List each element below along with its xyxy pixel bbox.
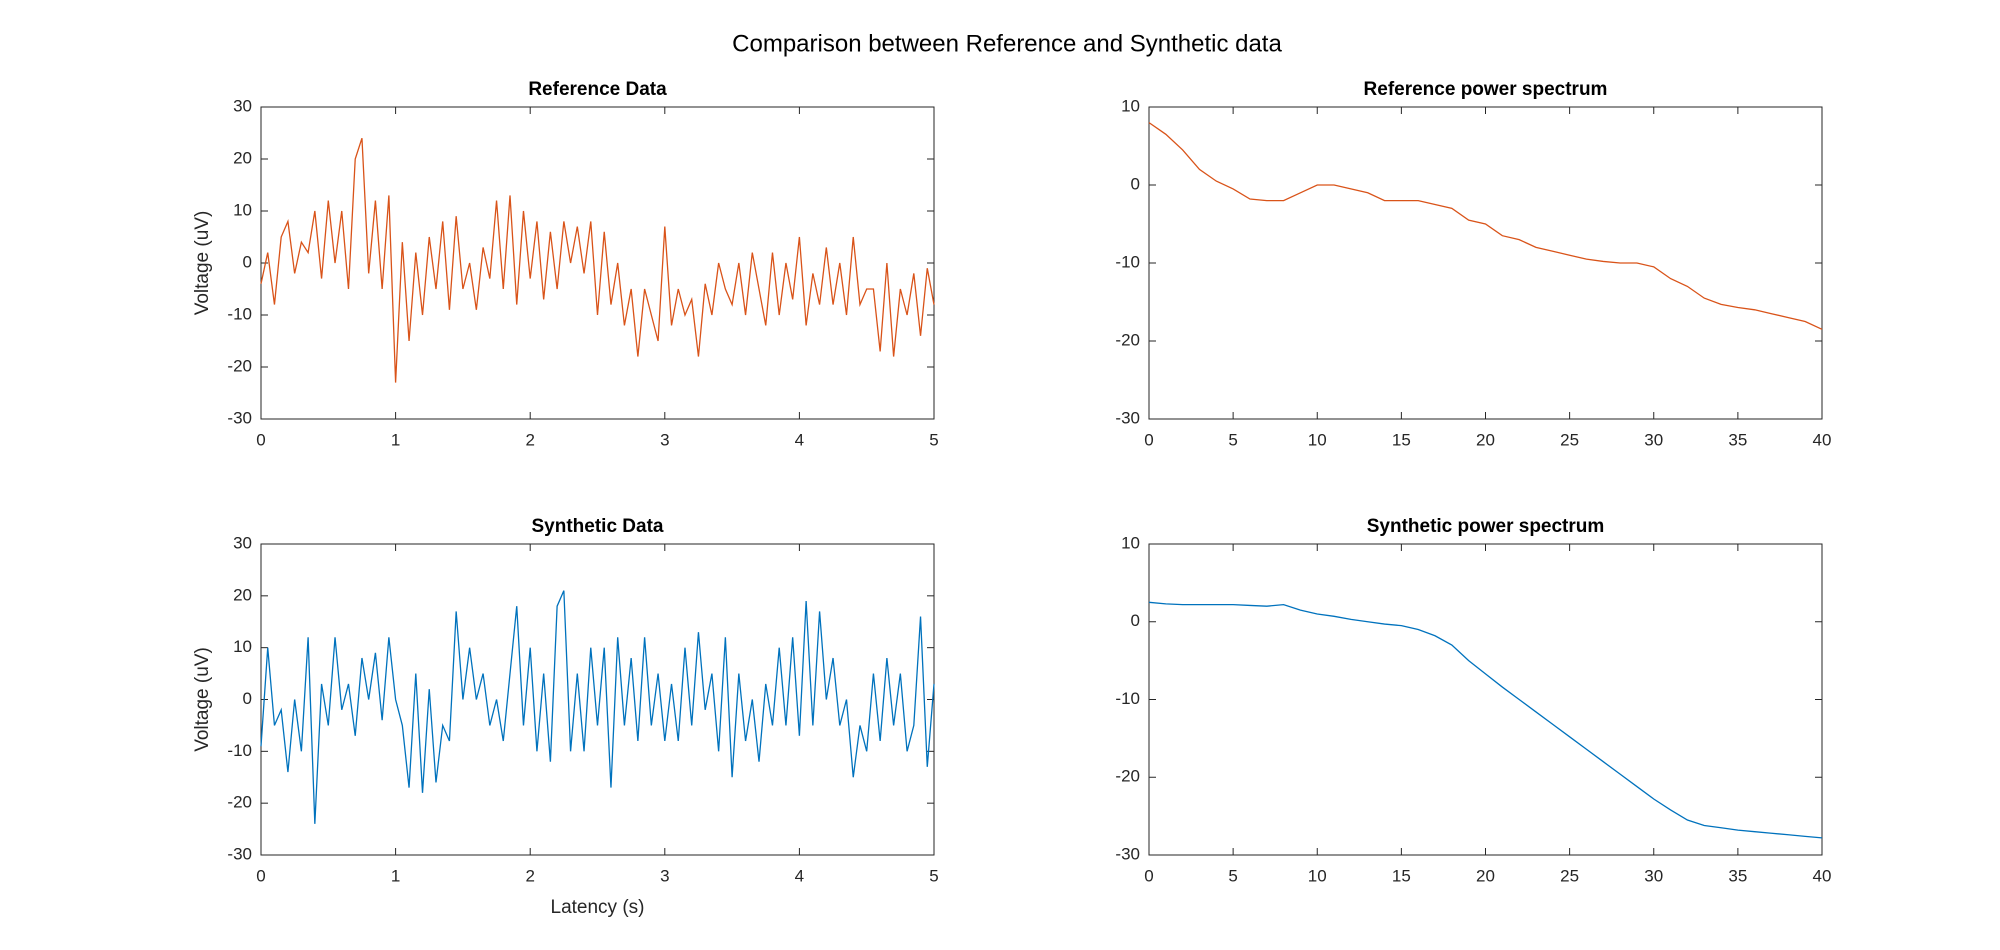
x-tick-label: 40 (1813, 430, 1832, 449)
y-tick-label: -30 (1115, 844, 1140, 863)
y-tick-label: -10 (1115, 689, 1140, 708)
y-tick-label: -20 (1115, 330, 1140, 349)
y-tick-label: 10 (1121, 96, 1140, 115)
x-tick-label: 20 (1476, 866, 1495, 885)
x-tick-label: 2 (525, 866, 534, 885)
y-tick-label: -30 (227, 408, 252, 427)
x-tick-label: 40 (1813, 866, 1832, 885)
figure-title: Comparison between Reference and Synthet… (732, 30, 1282, 57)
x-tick-label: 0 (256, 430, 265, 449)
y-tick-label: 0 (243, 252, 252, 271)
axes-box (1148, 543, 1823, 856)
y-tick-label: 10 (233, 637, 252, 656)
x-tick-label: 15 (1392, 430, 1411, 449)
x-tick-label: 5 (1228, 866, 1237, 885)
y-tick-label: -10 (227, 304, 252, 323)
y-tick-label: 30 (233, 533, 252, 552)
axes-box (1148, 106, 1823, 420)
x-tick-label: 0 (256, 866, 265, 885)
x-tick-label: 3 (660, 866, 669, 885)
subplot-title: Synthetic Data (532, 516, 664, 537)
subplot-title: Synthetic power spectrum (1367, 516, 1605, 537)
x-tick-label: 25 (1560, 866, 1579, 885)
y-axis-label: Voltage (uV) (192, 647, 213, 752)
y-tick-label: -20 (227, 356, 252, 375)
y-tick-label: 10 (1121, 533, 1140, 552)
y-tick-label: -30 (227, 844, 252, 863)
x-tick-label: 3 (660, 430, 669, 449)
data-line (260, 137, 935, 383)
y-tick-label: -10 (227, 741, 252, 760)
x-tick-label: 0 (1144, 430, 1153, 449)
x-tick-label: 10 (1308, 866, 1327, 885)
y-tick-label: -30 (1115, 408, 1140, 427)
x-tick-label: 25 (1560, 430, 1579, 449)
x-tick-label: 20 (1476, 430, 1495, 449)
y-tick-label: 20 (233, 585, 252, 604)
y-tick-label: 0 (1131, 174, 1140, 193)
x-tick-label: 30 (1644, 866, 1663, 885)
x-tick-label: 2 (525, 430, 534, 449)
x-tick-label: 5 (929, 866, 938, 885)
subplot-title: Reference Data (528, 79, 667, 100)
x-tick-label: 0 (1144, 866, 1153, 885)
data-line (1148, 122, 1823, 330)
y-tick-label: 30 (233, 96, 252, 115)
x-tick-label: 30 (1644, 430, 1663, 449)
x-tick-label: 1 (391, 430, 400, 449)
axes-box (260, 106, 935, 420)
y-tick-label: -10 (1115, 252, 1140, 271)
data-line (260, 590, 935, 824)
y-tick-label: 10 (233, 200, 252, 219)
x-axis-label: Latency (s) (551, 897, 645, 918)
y-tick-label: 0 (243, 689, 252, 708)
axes-box (260, 543, 935, 856)
x-tick-label: 4 (795, 866, 804, 885)
x-tick-label: 1 (391, 866, 400, 885)
data-line (1148, 601, 1823, 839)
y-tick-label: 0 (1131, 611, 1140, 630)
x-tick-label: 35 (1728, 430, 1747, 449)
x-tick-label: 35 (1728, 866, 1747, 885)
x-tick-label: 5 (929, 430, 938, 449)
y-tick-label: 20 (233, 148, 252, 167)
y-axis-label: Voltage (uV) (192, 211, 213, 316)
x-tick-label: 5 (1228, 430, 1237, 449)
x-tick-label: 15 (1392, 866, 1411, 885)
y-tick-label: -20 (227, 793, 252, 812)
x-tick-label: 10 (1308, 430, 1327, 449)
x-tick-label: 4 (795, 430, 804, 449)
y-tick-label: -20 (1115, 767, 1140, 786)
subplot-title: Reference power spectrum (1364, 79, 1608, 100)
